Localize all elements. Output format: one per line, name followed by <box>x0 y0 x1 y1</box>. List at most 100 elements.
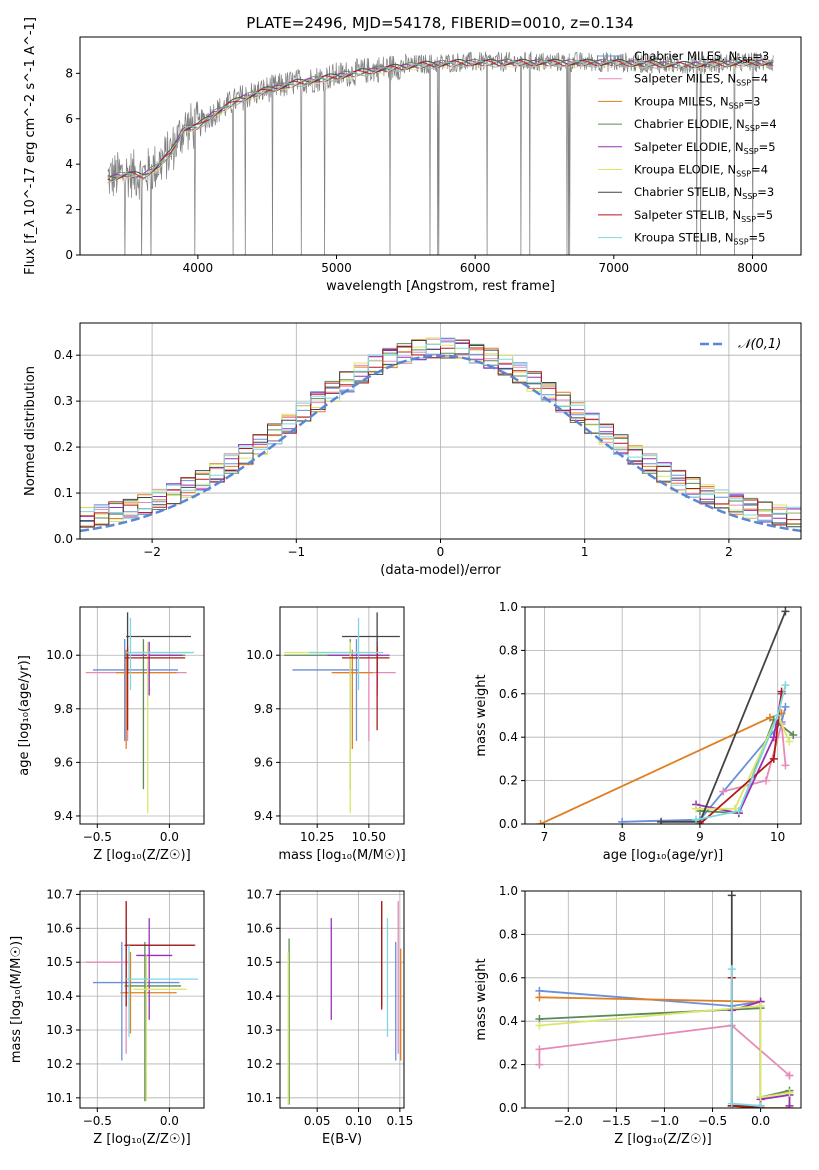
y-tick-label: 0.4 <box>54 348 73 362</box>
legend-label: Kroupa MILES, NSSP=3 <box>634 94 760 110</box>
mass-weight-marker <box>727 891 736 900</box>
x-tick-label: 0.15 <box>387 1114 414 1128</box>
legend-count: =4 <box>751 163 768 177</box>
mass-weight-marker <box>734 806 743 815</box>
mass-weight-marker <box>785 1088 794 1097</box>
mass-weight-marker <box>762 776 771 785</box>
plot-area <box>536 607 798 824</box>
x-tick-label: 5000 <box>321 261 352 275</box>
x-tick-label: 6000 <box>460 261 491 275</box>
x-tick-label: −2.0 <box>554 1114 583 1128</box>
mass-weight-marker <box>692 815 701 824</box>
legend-count: =3 <box>757 185 774 199</box>
legend-label: Salpeter MILES, NSSP=4 <box>634 72 768 88</box>
y-tick-label: 8 <box>65 66 73 80</box>
y-tick-label: 10.5 <box>246 955 273 969</box>
y-axis-label: Flux [f_λ 10^-17 erg cm^-2 s^-1 A^-1] <box>23 17 38 275</box>
mass-weight-marker <box>789 731 798 740</box>
panel-mass_vs_Z: −0.5 0.0 10.1 10.2 10.3 10.4 10.5 10.6 10.7 Z [lo… <box>9 887 205 1147</box>
x-tick-label: 10.50 <box>352 830 386 844</box>
mass-weight-marker <box>535 1021 544 1030</box>
y-tick-label: 1.0 <box>499 600 518 614</box>
x-axis-label: E(B-V) <box>322 1132 362 1147</box>
x-tick-label: 0.05 <box>304 1114 331 1128</box>
y-tick-label: 0.2 <box>54 440 73 454</box>
legend-count: =3 <box>744 94 761 108</box>
axes-frame <box>79 36 802 256</box>
y-tick-label: 1.0 <box>499 884 518 898</box>
legend-label: 𝒩(0,1) <box>738 337 781 352</box>
mass-weight-marker <box>618 817 627 824</box>
axes-frame <box>279 890 405 1109</box>
panel-massweight_vs_Z: −2.0 −1.5 −1.0 −0.5 0.0 0.0 0.2 0.4 0.6 0.8 1.0 Z [… <box>474 884 802 1147</box>
x-tick-label: −0.5 <box>698 1114 727 1128</box>
y-tick-label: 10.1 <box>246 1091 273 1105</box>
figure-title: PLATE=2496, MJD=54178, FIBERID=0010, z=0… <box>246 14 633 32</box>
x-axis-label: mass [log₁₀(M/M☉)] <box>278 848 405 863</box>
plot-area <box>80 337 801 539</box>
y-tick-label: 9.6 <box>54 755 73 769</box>
y-tick-label: 0.6 <box>499 687 518 701</box>
y-tick-label: 10.4 <box>46 989 73 1003</box>
x-tick-label: −0.5 <box>83 1114 112 1128</box>
mass-weight-marker <box>785 1071 794 1080</box>
mass-weight-marker <box>695 820 704 824</box>
x-tick-label: 7 <box>541 830 549 844</box>
mass-weight-marker <box>773 711 782 720</box>
y-tick-label: 0.8 <box>499 643 518 657</box>
y-tick-label: 9.4 <box>54 809 73 823</box>
x-tick-label: 4000 <box>183 261 214 275</box>
mass-weight-marker <box>785 1101 794 1108</box>
axes-frame <box>524 606 802 825</box>
mass-weight-marker <box>727 1099 736 1108</box>
y-tick-label: 10.2 <box>46 1057 73 1071</box>
x-tick-label: 10 <box>770 830 785 844</box>
x-tick-label: 0.0 <box>751 1114 770 1128</box>
mass-weight-marker <box>781 761 790 770</box>
axes-frame <box>279 606 405 825</box>
panel-spectrum: 4000 5000 6000 7000 8000 0 2 4 6 8 wavelength [Ang… <box>23 17 802 294</box>
x-axis-label: Z [log₁₀(Z/Z☉)] <box>93 1132 190 1147</box>
legend: Chabrier MILES, NSSP=3 Salpeter MILES, NS… <box>598 49 777 247</box>
x-tick-label: −0.5 <box>83 830 112 844</box>
plot-area <box>85 901 199 1102</box>
mass-weight-line <box>696 713 791 810</box>
legend-subscript: SSP <box>742 192 757 201</box>
panel-age_vs_Z: −0.5 0.0 9.4 9.6 9.8 10.0 Z [log₁₀(Z/Z☉)] age [… <box>17 606 205 863</box>
panel-age_vs_mass: 10.25 10.50 9.4 9.6 9.8 10.0 mass [log₁₀(M/M☉)… <box>246 606 406 863</box>
legend-count: =4 <box>751 72 768 86</box>
x-tick-label: 0 <box>437 545 445 559</box>
mass-weight-marker <box>785 737 794 746</box>
y-tick-label: 0.0 <box>499 817 518 831</box>
legend-subscript: SSP <box>729 101 744 110</box>
legend-count: =3 <box>752 49 769 63</box>
legend-subscript: SSP <box>734 238 749 247</box>
legend-subscript: SSP <box>736 79 751 88</box>
y-tick-label: 9.6 <box>254 755 273 769</box>
plot-area <box>107 50 774 255</box>
x-tick-label: 10.25 <box>300 830 334 844</box>
y-tick-label: 0.6 <box>499 971 518 985</box>
y-tick-label: 0.2 <box>499 774 518 788</box>
mass-weight-marker <box>756 1101 765 1108</box>
y-tick-label: 10.3 <box>246 1023 273 1037</box>
mass-weight-line <box>730 977 761 1108</box>
y-tick-label: 10.6 <box>46 921 73 935</box>
mass-weight-line <box>695 684 787 821</box>
y-tick-label: 6 <box>65 112 73 126</box>
mass-weight-marker <box>769 754 778 763</box>
x-tick-label: 7000 <box>599 261 630 275</box>
mass-weight-marker <box>727 965 736 974</box>
x-axis-label: Z [log₁₀(Z/Z☉)] <box>93 848 190 863</box>
mass-weight-line <box>539 1005 790 1099</box>
y-tick-label: 0.0 <box>499 1101 518 1115</box>
y-tick-label: 10.6 <box>246 921 273 935</box>
legend-label: Salpeter STELIB, NSSP=5 <box>634 208 773 224</box>
mass-weight-line <box>695 693 783 815</box>
mass-weight-marker <box>535 1060 544 1069</box>
legend-label: Chabrier MILES, NSSP=3 <box>634 49 769 65</box>
legend-count: =5 <box>749 231 766 245</box>
mass-weight-marker <box>781 607 790 616</box>
y-tick-label: 0.3 <box>54 394 73 408</box>
